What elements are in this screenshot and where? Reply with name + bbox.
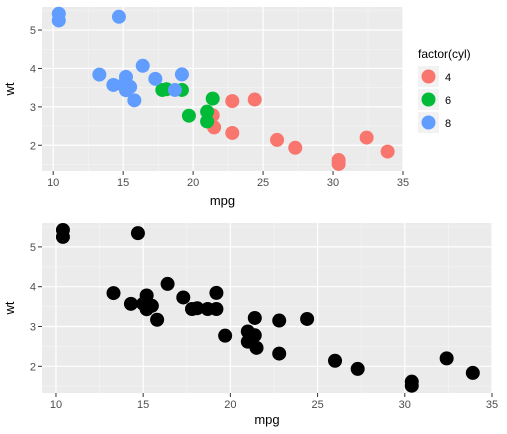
x-tick-label: 15 — [137, 399, 149, 411]
data-point — [127, 93, 142, 108]
data-point — [174, 67, 189, 82]
data-point — [249, 340, 264, 355]
data-point — [272, 313, 287, 328]
legend-swatch — [421, 92, 436, 107]
data-point — [225, 125, 240, 140]
data-point — [328, 353, 343, 368]
legend: factor(cyl) 4 6 8 — [418, 47, 471, 133]
y-tick-label: 5 — [30, 242, 36, 254]
y-tick-label: 4 — [30, 63, 36, 75]
data-point — [205, 91, 220, 106]
data-point — [225, 94, 240, 109]
y-tick-label: 3 — [30, 102, 36, 114]
data-point — [247, 92, 262, 107]
data-point — [209, 285, 224, 300]
data-point — [181, 108, 196, 123]
chart-1: 10 15 20 25 30 35 2 3 4 5 mpg wt factor(cyl) 4 6 8 — [2, 6, 471, 208]
y-axis-title: wt — [2, 82, 17, 96]
data-point — [123, 296, 138, 311]
legend-title: factor(cyl) — [418, 47, 471, 61]
plot-panel — [42, 7, 403, 171]
x-tick-label: 10 — [50, 399, 62, 411]
data-point — [92, 67, 107, 82]
x-tick-label: 25 — [257, 177, 269, 189]
data-point — [247, 328, 262, 343]
data-point — [439, 351, 454, 366]
data-point — [55, 223, 70, 238]
x-axis-title: mpg — [254, 412, 279, 427]
data-point — [380, 144, 395, 159]
data-point — [176, 290, 191, 305]
data-point — [272, 346, 287, 361]
data-point — [218, 328, 233, 343]
x-tick-label: 35 — [486, 399, 498, 411]
data-point — [150, 312, 165, 327]
data-point — [200, 104, 215, 119]
y-tick-label: 2 — [30, 361, 36, 373]
data-point — [135, 58, 150, 73]
x-tick-label: 20 — [187, 177, 199, 189]
data-point — [331, 156, 346, 171]
x-tick-label: 20 — [224, 399, 236, 411]
data-point — [300, 311, 315, 326]
data-point — [209, 301, 224, 316]
data-point — [130, 226, 145, 241]
x-axis-title: mpg — [210, 193, 235, 208]
legend-swatch — [421, 115, 436, 130]
data-point — [51, 6, 66, 21]
data-point — [167, 82, 182, 97]
legend-label: 6 — [445, 95, 451, 107]
data-point — [350, 361, 365, 376]
legend-label: 4 — [445, 72, 451, 84]
data-point — [200, 114, 215, 129]
y-tick-label: 4 — [30, 282, 36, 294]
legend-label: 8 — [445, 118, 451, 130]
data-point — [111, 9, 126, 24]
data-point — [116, 77, 131, 92]
data-point — [465, 365, 480, 380]
series-1 — [55, 223, 480, 393]
data-point — [160, 276, 175, 291]
x-tick-label: 30 — [399, 399, 411, 411]
data-point — [404, 378, 419, 393]
x-tick-label: 35 — [397, 177, 409, 189]
x-tick-label: 30 — [327, 177, 339, 189]
data-point — [270, 132, 285, 147]
y-tick-label: 3 — [30, 322, 36, 334]
plot-panel — [42, 223, 492, 393]
data-point — [106, 77, 121, 92]
x-tick-label: 15 — [117, 177, 129, 189]
x-tick-label: 10 — [47, 177, 59, 189]
y-tick-label: 5 — [30, 25, 36, 37]
data-point — [155, 82, 170, 97]
data-point — [136, 296, 151, 311]
data-point — [288, 140, 303, 155]
data-point — [185, 301, 199, 316]
x-tick-label: 25 — [311, 399, 323, 411]
legend-swatch — [421, 69, 436, 84]
data-point — [148, 71, 163, 86]
data-point — [106, 286, 121, 301]
y-tick-label: 2 — [30, 140, 36, 152]
y-axis-title: wt — [2, 301, 17, 315]
data-point — [359, 130, 374, 145]
chart-2: 10 15 20 25 30 35 2 3 4 5 mpg wt — [2, 223, 498, 427]
data-point — [247, 310, 262, 325]
series-8 — [51, 6, 189, 108]
